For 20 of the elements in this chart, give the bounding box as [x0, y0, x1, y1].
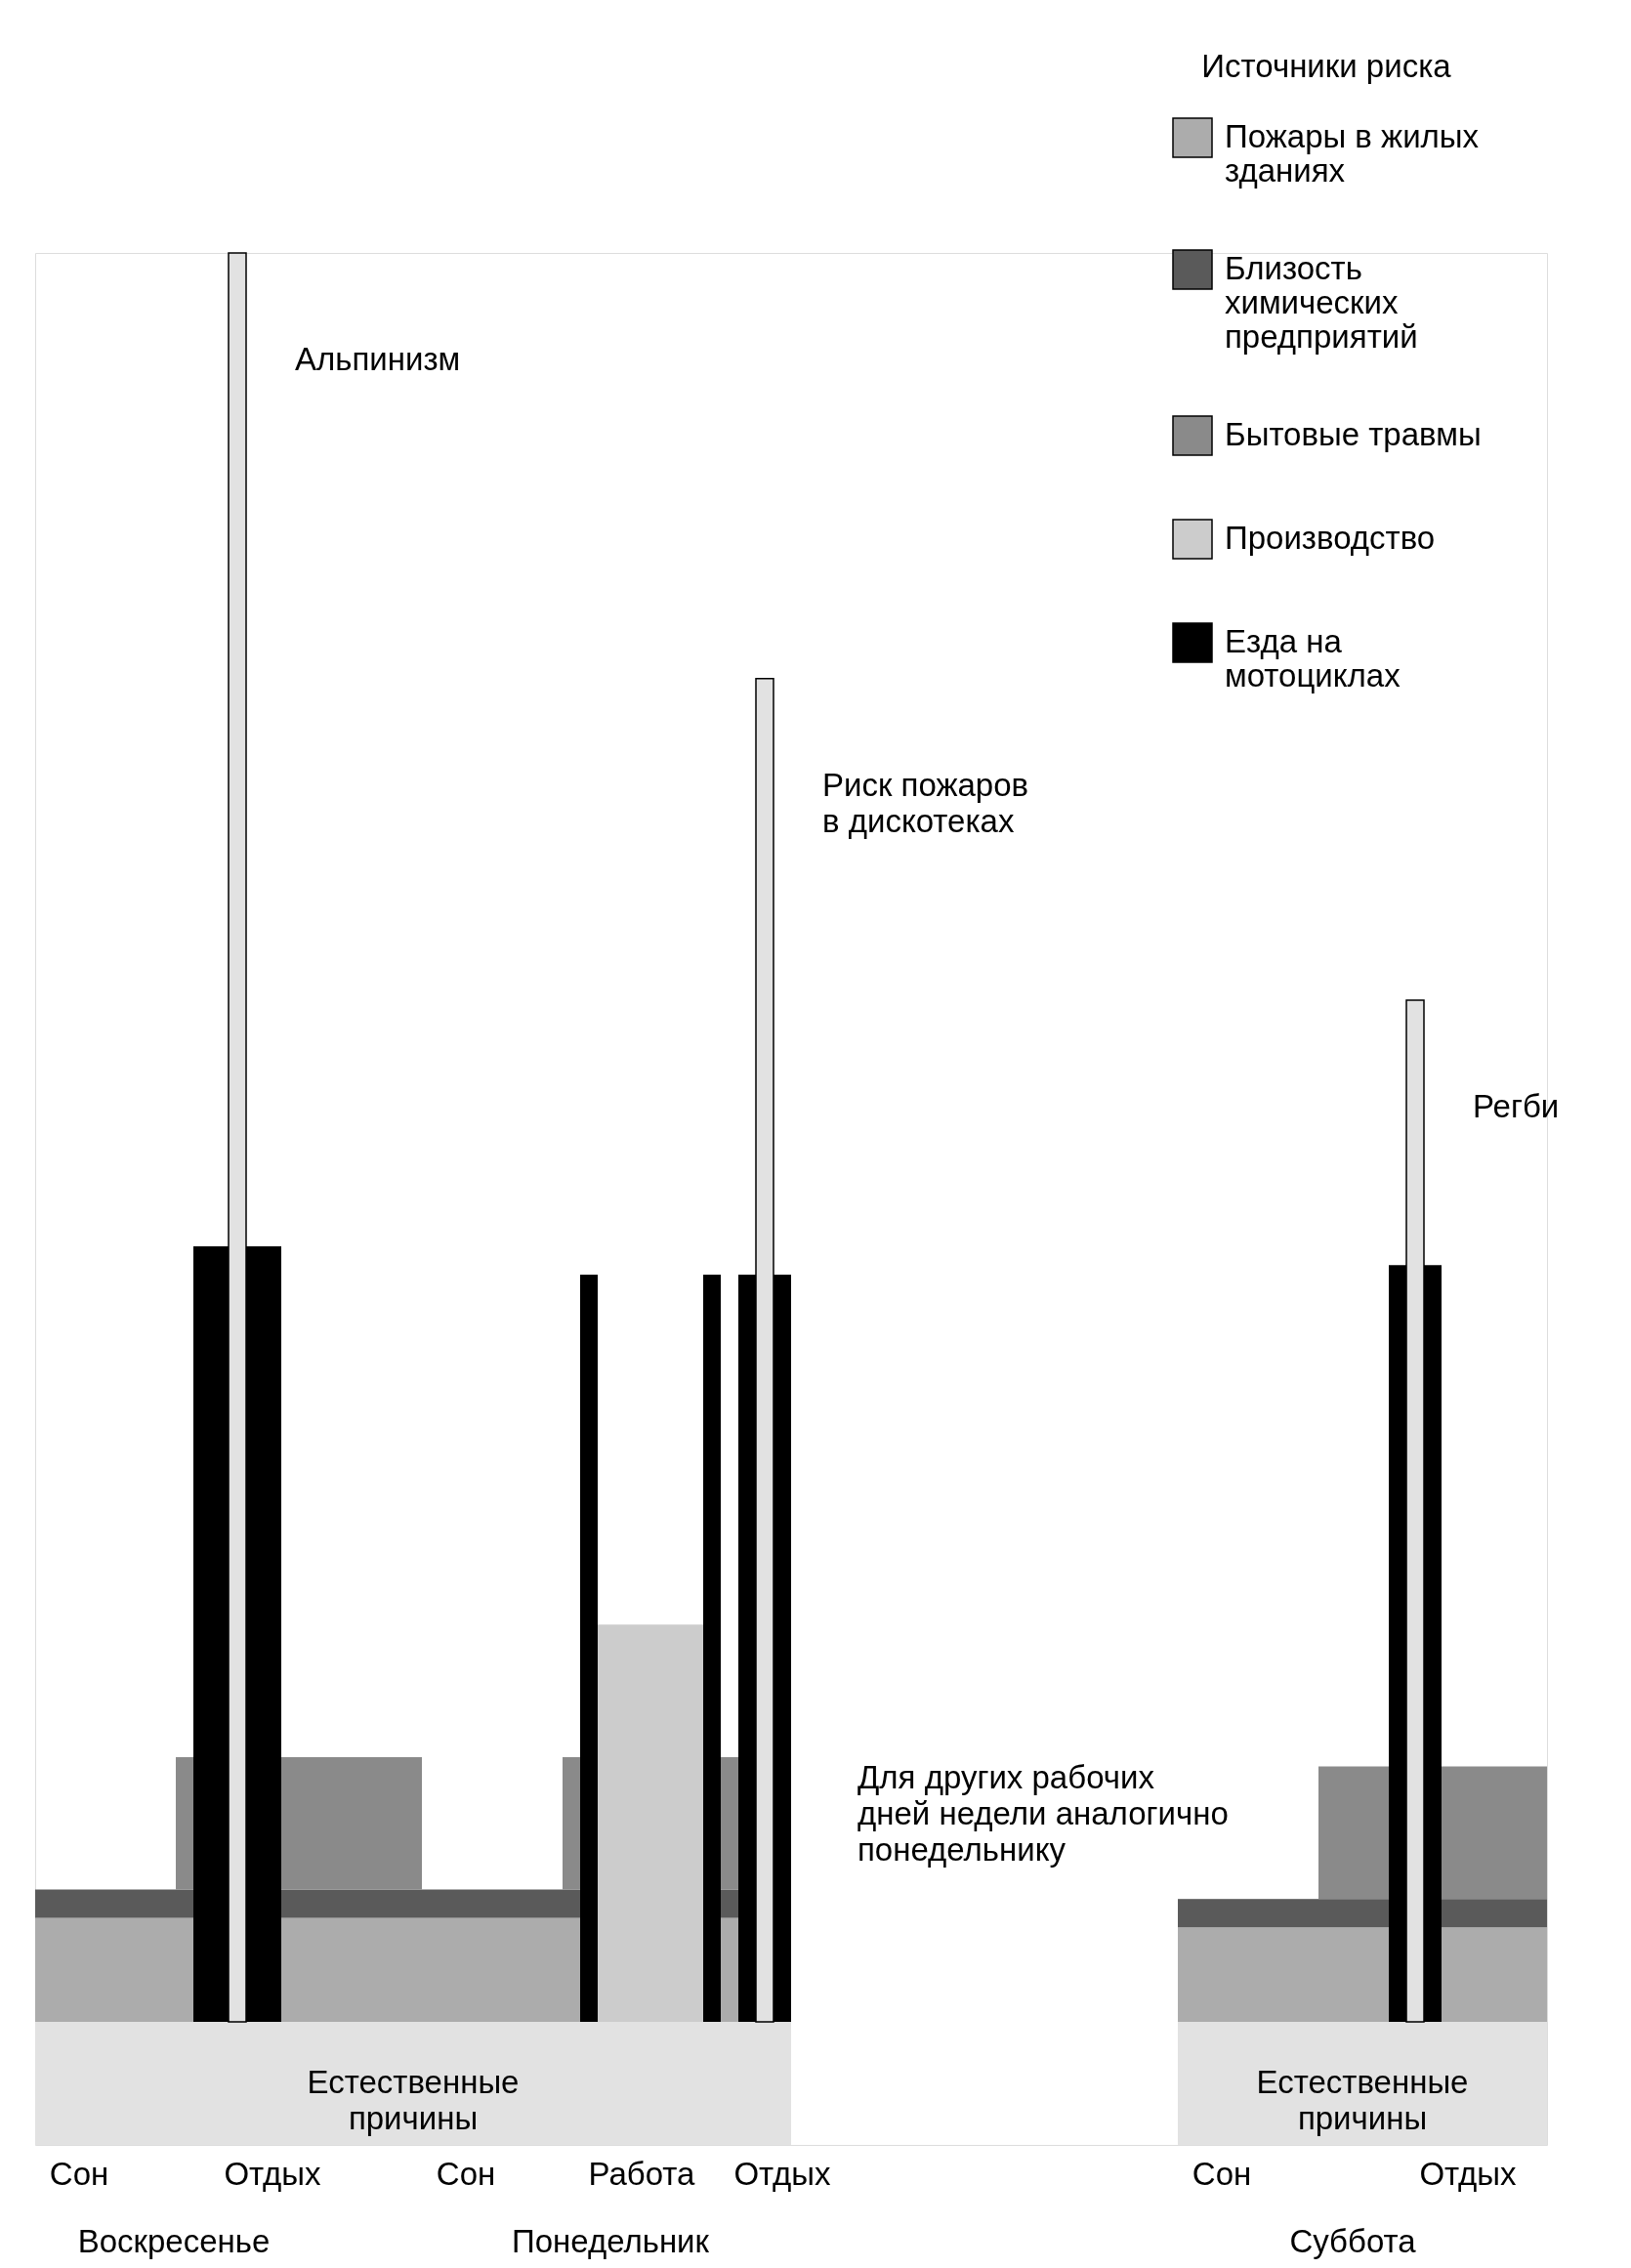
legend-label: Бытовые травмы [1225, 416, 1482, 452]
x-tick-label: Сон [436, 2155, 496, 2192]
text: Воскресенье [77, 2223, 271, 2259]
series-label: Альпинизм [295, 341, 461, 377]
x-tick-label: Сон [49, 2155, 109, 2192]
series-label: Регби [1473, 1088, 1560, 1125]
legend-label: Производство [1225, 520, 1436, 556]
text: Понедельник [512, 2223, 710, 2259]
x-tick-label: Отдых [1419, 2155, 1518, 2192]
legend-label: Близость химических предприятий [1225, 250, 1418, 355]
series-label: Риск пожаров в дискотеках [822, 766, 1029, 839]
annotation: Для других рабочих дней недели аналогично понедельнику [857, 1759, 1229, 1868]
text: Суббота [1289, 2223, 1417, 2259]
legend-title: Источники риска [1201, 48, 1452, 84]
legend-label: Пожары в жилых зданиях [1225, 118, 1480, 189]
x-tick-label: Работа [588, 2155, 696, 2192]
x-tick-label: Отдых [733, 2155, 832, 2192]
x-tick-label: Отдых [224, 2155, 322, 2192]
x-tick-label: Сон [1192, 2155, 1252, 2192]
legend-label: Езда на мотоциклах [1225, 623, 1401, 693]
